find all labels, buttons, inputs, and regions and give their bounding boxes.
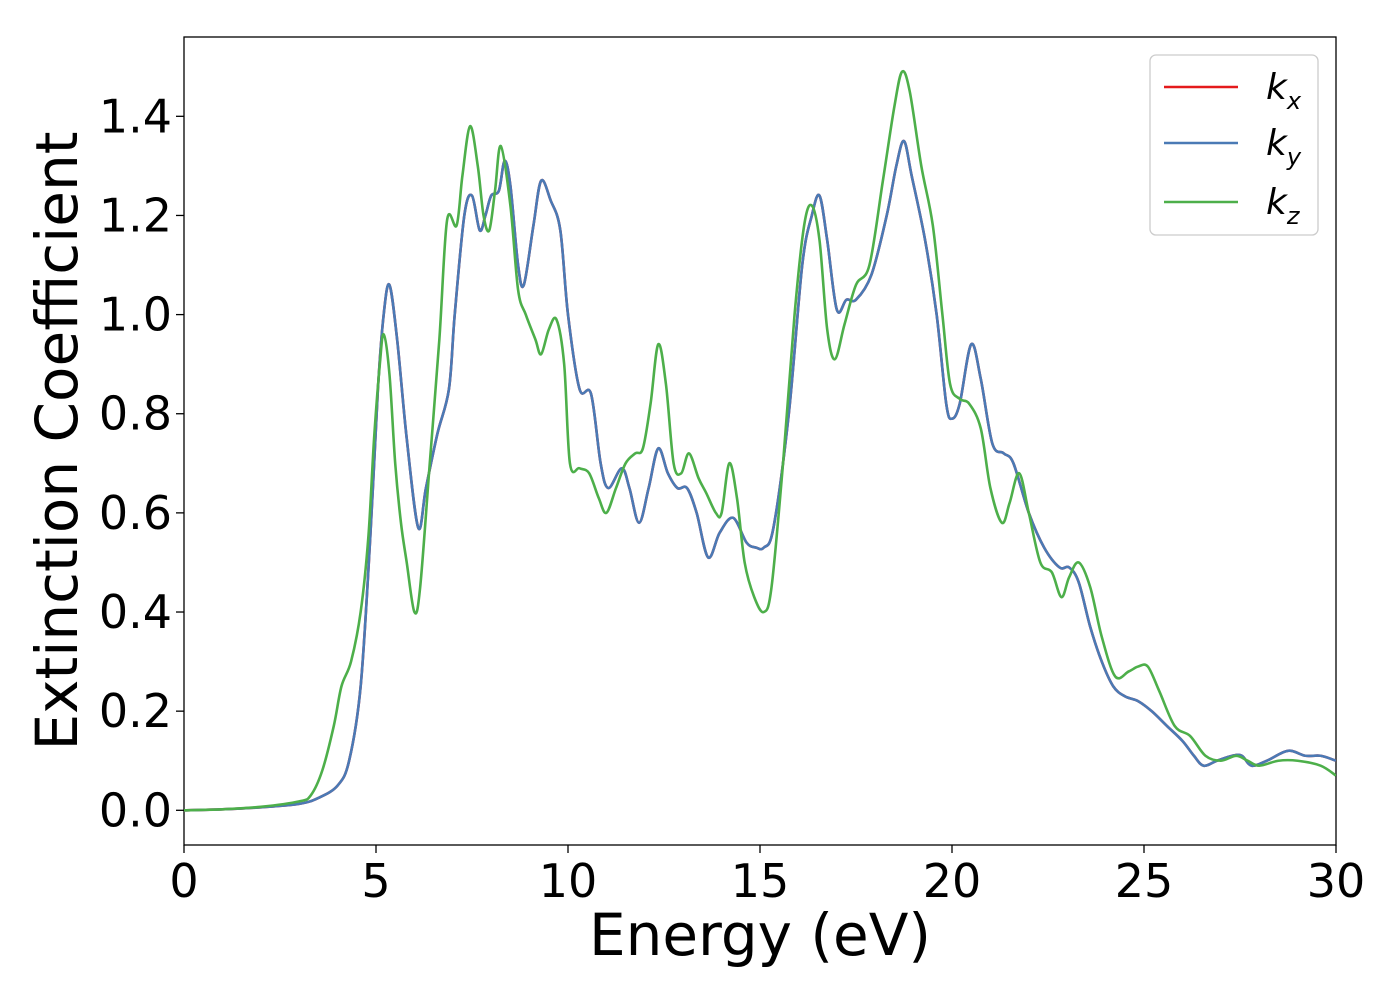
- legend-subscript: z: [1286, 202, 1301, 230]
- legend-subscript: x: [1286, 87, 1302, 115]
- y-axis-ticks: 0.0 0.2 0.4 0.6 0.8 1.0 1.2 1.4: [99, 89, 184, 837]
- y-tick-label: 0.0: [99, 783, 172, 837]
- series-line-kz: [184, 69, 1336, 812]
- x-tick-label: 15: [731, 854, 790, 908]
- x-tick-label: 0: [169, 854, 198, 908]
- y-tick-label: 1.0: [99, 288, 172, 342]
- legend-symbol: k: [1266, 123, 1289, 164]
- legend-label-kz: kz: [1266, 182, 1301, 230]
- y-axis-label: Extinction Coefficient: [23, 132, 91, 751]
- y-tick-label: 1.2: [99, 188, 172, 242]
- x-axis-ticks: 0 5 10 15 20 25 30: [169, 845, 1365, 908]
- x-axis-label: Energy (eV): [589, 901, 931, 969]
- x-tick-label: 5: [361, 854, 390, 908]
- plot-area: [183, 36, 1337, 846]
- legend-subscript: y: [1286, 143, 1302, 171]
- legend-symbol: k: [1266, 182, 1289, 223]
- y-tick-label: 1.4: [99, 89, 172, 143]
- legend-box: [1149, 54, 1319, 236]
- x-tick-label: 20: [923, 854, 982, 908]
- y-tick-label: 0.2: [99, 684, 172, 738]
- x-tick-label: 10: [539, 854, 598, 908]
- x-tick-label: 25: [1115, 854, 1174, 908]
- y-tick-label: 0.4: [99, 585, 172, 639]
- legend-label-ky: ky: [1266, 123, 1302, 171]
- y-tick-label: 0.8: [99, 387, 172, 441]
- x-tick-label: 30: [1307, 854, 1366, 908]
- series-layer: [184, 69, 1336, 812]
- y-tick-label: 0.6: [99, 486, 172, 540]
- legend-label-kx: kx: [1266, 67, 1302, 115]
- legend-symbol: k: [1266, 67, 1289, 108]
